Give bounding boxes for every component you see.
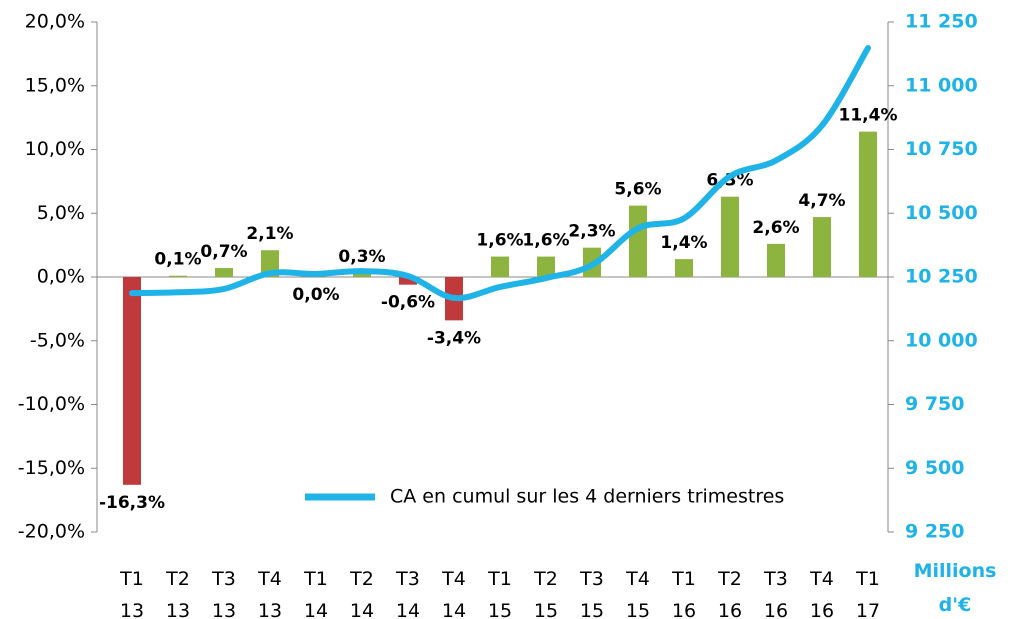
y-tick-label: 10,0%	[25, 138, 85, 160]
bar	[123, 277, 141, 485]
x-tick-label: T1 13	[119, 568, 145, 619]
value-label: 2,6%	[752, 218, 799, 238]
bar	[675, 259, 693, 277]
x-tick-label: T1 16	[671, 568, 697, 619]
bar	[859, 131, 877, 277]
y-tick-label: 0,0%	[37, 266, 85, 288]
bar	[537, 256, 555, 277]
y2-tick-label: 10 250	[905, 266, 978, 288]
y-tick-label: 15,0%	[25, 74, 85, 96]
bar	[169, 275, 187, 277]
value-label: 2,3%	[568, 222, 615, 242]
x-tick-label: T3 13	[211, 568, 237, 619]
value-label: 0,3%	[338, 247, 385, 267]
y2-tick-label: 11 000	[905, 74, 978, 96]
bar	[491, 256, 509, 277]
value-label: 0,1%	[154, 250, 201, 270]
x-tick-label: T2 15	[533, 568, 559, 619]
y2-tick-label: 10 500	[905, 202, 978, 224]
y-tick-label: 20,0%	[25, 11, 85, 33]
x-tick-label: T2 14	[349, 568, 375, 619]
bar	[721, 196, 739, 277]
y2-axis-label: Millions d'€	[913, 560, 997, 616]
y-tick-label: -5,0%	[30, 329, 85, 351]
x-tick-label: T1 15	[487, 568, 513, 619]
y2-tick-label: 9 250	[905, 521, 965, 543]
bar	[353, 273, 371, 277]
x-tick-label: T4 15	[625, 568, 651, 619]
y2-tick-label: 9 750	[905, 393, 965, 415]
x-tick-label: T3 14	[395, 568, 421, 619]
y-tick-label: -15,0%	[18, 457, 85, 479]
y2-tick-label: 10 750	[905, 138, 978, 160]
x-tick-label: T3 15	[579, 568, 605, 619]
value-label: 2,1%	[246, 224, 293, 244]
value-label: -16,3%	[99, 493, 165, 513]
x-tick-label: T2 16	[717, 568, 743, 619]
bar	[629, 205, 647, 277]
value-label: 0,0%	[292, 285, 339, 305]
y2-tick-label: 10 000	[905, 329, 978, 351]
legend-label: CA en cumul sur les 4 derniers trimestre…	[390, 486, 784, 508]
x-tick-label: T2 13	[165, 568, 191, 619]
value-label: -0,6%	[381, 293, 435, 313]
bar	[767, 243, 785, 277]
value-label: -3,4%	[427, 328, 481, 348]
value-label: 5,6%	[614, 180, 661, 200]
bar	[215, 268, 233, 277]
bar	[813, 217, 831, 277]
line	[129, 45, 871, 302]
value-label: 4,7%	[798, 191, 845, 211]
y-tick-label: -20,0%	[18, 521, 85, 543]
value-label: 11,4%	[839, 106, 898, 126]
x-tick-label: T4 13	[257, 568, 283, 619]
value-label: 1,6%	[476, 231, 523, 251]
value-label: 1,4%	[660, 233, 707, 253]
value-label: 1,6%	[522, 231, 569, 251]
value-label: 0,7%	[200, 242, 247, 262]
bar	[399, 277, 417, 285]
x-tick-label: T1 17	[855, 568, 881, 619]
y2-tick-label: 11 250	[905, 11, 978, 33]
x-tick-label: T4 14	[441, 568, 467, 619]
y2-tick-label: 9 500	[905, 457, 965, 479]
x-tick-label: T3 16	[763, 568, 789, 619]
y-tick-label: 5,0%	[37, 202, 85, 224]
x-tick-label: T4 16	[809, 568, 835, 619]
x-tick-label: T1 14	[303, 568, 329, 619]
y-tick-label: -10,0%	[18, 393, 85, 415]
